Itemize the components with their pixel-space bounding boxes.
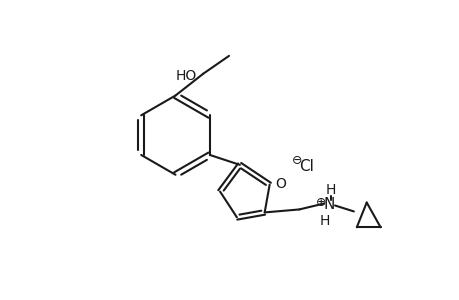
Text: Cl: Cl <box>299 159 313 174</box>
Text: ⊖: ⊖ <box>291 154 302 167</box>
Text: N: N <box>323 197 334 212</box>
Text: H: H <box>319 214 330 228</box>
Text: HO: HO <box>176 69 197 83</box>
Text: ⊕: ⊕ <box>315 196 326 209</box>
Text: O: O <box>275 177 286 191</box>
Text: H: H <box>325 183 336 196</box>
